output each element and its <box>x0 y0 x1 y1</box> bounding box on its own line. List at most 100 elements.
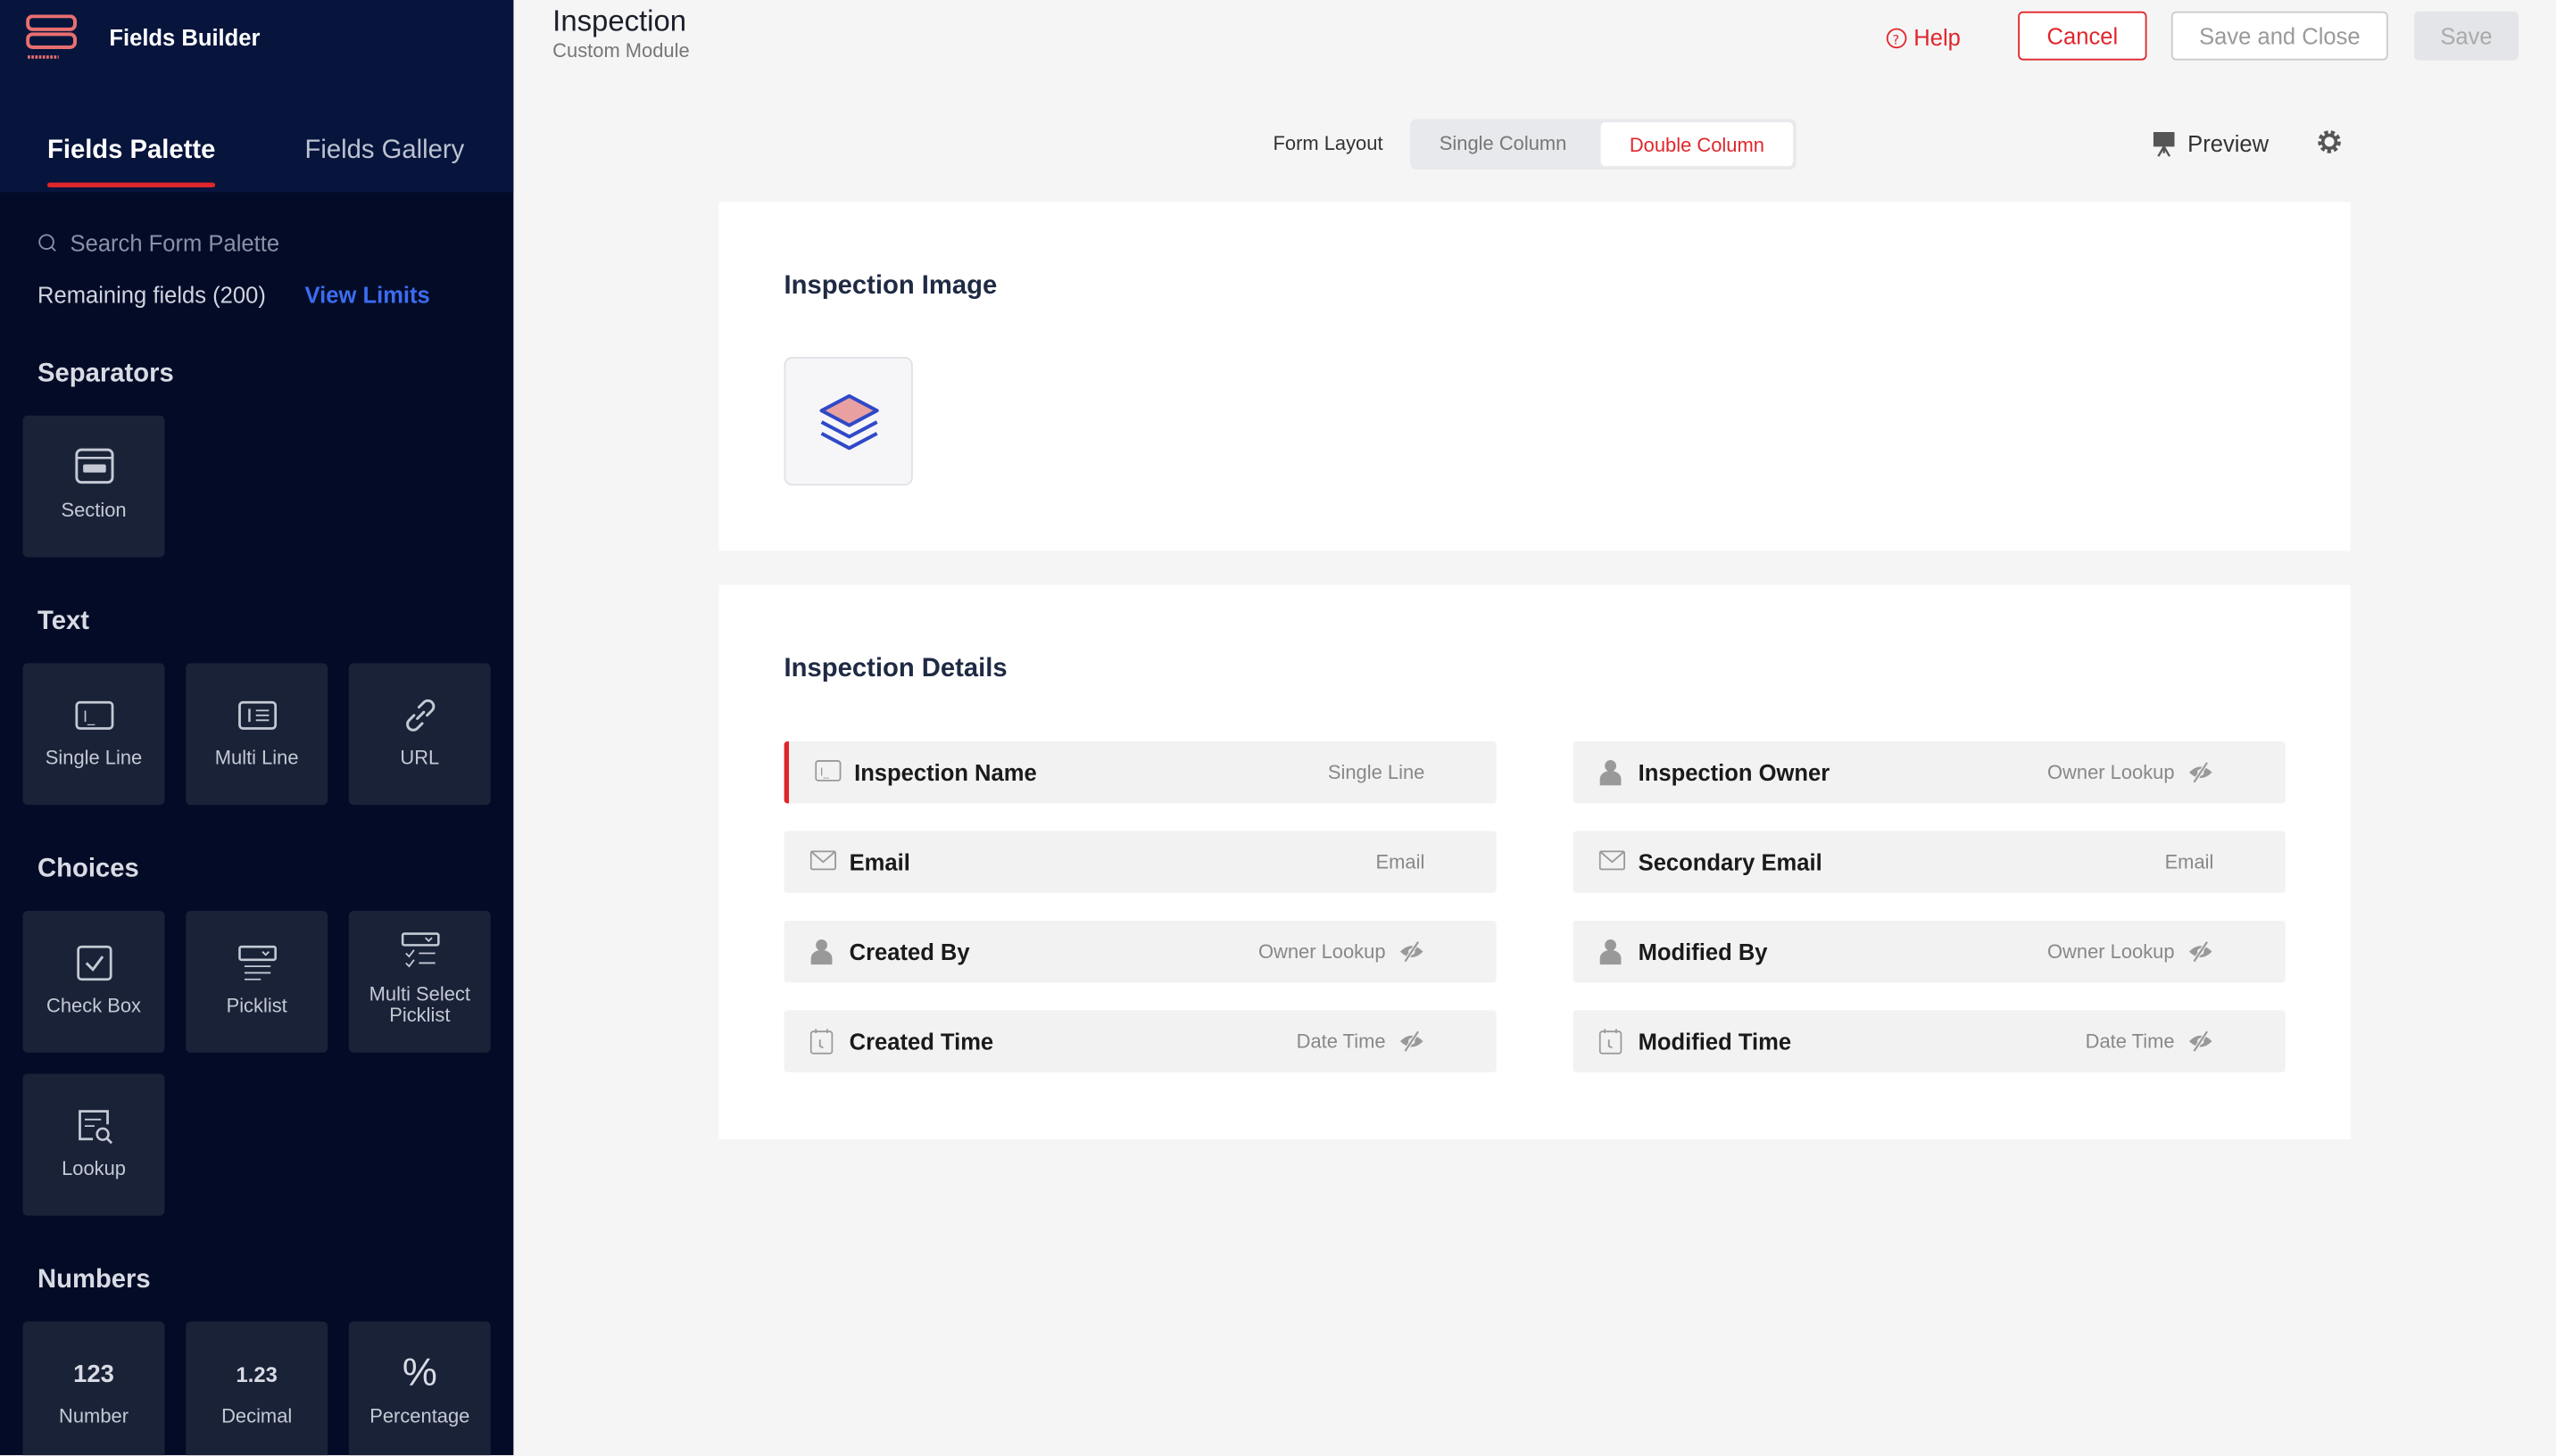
search-input[interactable]: Search Form Palette <box>37 230 279 256</box>
hidden-eye-icon[interactable] <box>2187 940 2213 972</box>
double-column-option[interactable]: Double Column <box>1600 121 1794 167</box>
tile-label: Percentage <box>369 1404 470 1428</box>
tile-lookup[interactable]: Lookup <box>22 1073 165 1216</box>
field-name: Modified Time <box>1638 1028 1792 1055</box>
tile-label: Decimal <box>221 1404 293 1428</box>
lookup-icon <box>78 1110 112 1145</box>
svg-text:I_: I_ <box>82 708 95 726</box>
field-type: Email <box>1375 850 1425 874</box>
field-name: Created Time <box>849 1028 994 1055</box>
form-field[interactable]: Modified Time Date Time <box>1573 1010 2286 1072</box>
image-upload[interactable] <box>784 357 913 486</box>
link-icon <box>405 699 435 732</box>
tile-percentage[interactable]: % Percentage <box>348 1321 491 1456</box>
user-icon <box>810 939 834 972</box>
field-name: Created By <box>849 939 970 965</box>
tile-label: Number <box>59 1404 129 1428</box>
field-name: Email <box>849 848 910 875</box>
user-icon <box>1599 939 1622 972</box>
tile-single-line[interactable]: I_ Single Line <box>22 663 165 806</box>
tile-label: Section <box>61 498 127 522</box>
hidden-eye-icon[interactable] <box>2187 761 2213 792</box>
preview-label: Preview <box>2187 130 2270 157</box>
settings-gear-icon[interactable] <box>2316 128 2342 154</box>
field-name: Secondary Email <box>1638 848 1822 875</box>
picklist-icon <box>237 945 277 980</box>
tab-fields-palette[interactable]: Fields Palette <box>46 136 216 188</box>
save-button[interactable]: Save <box>2414 11 2519 61</box>
tab-fields-gallery[interactable]: Fields Gallery <box>304 136 465 165</box>
tile-section[interactable]: Section <box>22 415 165 558</box>
form-field[interactable]: Modified By Owner Lookup <box>1573 920 2286 983</box>
clock-icon <box>809 1029 834 1063</box>
section-icon <box>74 448 113 484</box>
group-numbers: Numbers <box>37 1266 151 1295</box>
preview-icon <box>2153 131 2175 156</box>
section-inspection-image: Inspection Image <box>718 202 2351 551</box>
field-type: Date Time <box>1296 1030 1386 1053</box>
form-field[interactable]: Inspection Owner Owner Lookup <box>1573 741 2286 804</box>
mail-icon <box>1598 849 1626 879</box>
preview-button[interactable]: Preview <box>2153 130 2270 157</box>
form-layout-label: Form Layout <box>1273 131 1383 155</box>
tile-label: Multi Select Picklist <box>369 982 470 1027</box>
group-choices: Choices <box>37 855 139 883</box>
field-name: Modified By <box>1638 939 1768 965</box>
tile-check-box[interactable]: Check Box <box>22 911 165 1053</box>
tile-number[interactable]: 123 Number <box>22 1321 165 1456</box>
field-type: Email <box>2164 850 2214 874</box>
decimal-icon: 1.23 <box>236 1361 278 1386</box>
sidebar: Fields Builder Fields Palette Fields Gal… <box>0 0 514 1456</box>
field-type: Owner Lookup <box>2046 760 2175 784</box>
fields-builder-logo-icon <box>26 14 78 59</box>
section-inspection-details: Inspection Details I_ Inspection Name Sing… <box>718 584 2351 1139</box>
page-subtitle: Custom Module <box>552 38 690 62</box>
single-line-icon: I_ <box>815 759 842 790</box>
hidden-eye-icon[interactable] <box>1398 940 1424 972</box>
tile-decimal[interactable]: 1.23 Decimal <box>186 1321 328 1456</box>
cancel-button[interactable]: Cancel <box>2018 11 2147 61</box>
section-title: Inspection Details <box>784 655 1008 683</box>
page-title: Inspection <box>552 4 687 38</box>
layers-icon <box>818 393 878 450</box>
user-icon <box>1599 759 1622 793</box>
single-column-option[interactable]: Single Column <box>1439 131 1567 155</box>
tile-label: Check Box <box>46 994 142 1017</box>
tile-label: Single Line <box>45 746 143 770</box>
hidden-eye-icon[interactable] <box>1398 1030 1424 1061</box>
field-type: Single Line <box>1327 760 1425 784</box>
form-field[interactable]: Created Time Date Time <box>784 1010 1497 1072</box>
search-placeholder: Search Form Palette <box>70 229 280 256</box>
svg-text:?: ? <box>1893 31 1900 46</box>
tile-url[interactable]: URL <box>348 663 491 806</box>
form-field[interactable]: Email Email <box>784 831 1497 893</box>
tile-label: Picklist <box>226 994 287 1017</box>
group-text: Text <box>37 608 89 636</box>
remaining-fields: Remaining fields (200) <box>37 281 266 309</box>
form-field[interactable]: I_ Inspection Name Single Line <box>784 741 1497 804</box>
section-title: Inspection Image <box>784 272 998 301</box>
tile-label: URL <box>400 746 440 770</box>
form-field[interactable]: Created By Owner Lookup <box>784 920 1497 983</box>
hidden-eye-icon[interactable] <box>2187 1030 2213 1061</box>
tile-multi-select-picklist[interactable]: Multi Select Picklist <box>348 911 491 1053</box>
save-and-close-button[interactable]: Save and Close <box>2170 11 2388 61</box>
group-separators: Separators <box>37 360 174 388</box>
field-type: Date Time <box>2085 1030 2175 1053</box>
search-icon <box>38 234 56 252</box>
tile-label: Multi Line <box>214 746 299 770</box>
field-type: Owner Lookup <box>2046 939 2175 964</box>
svg-text:I_: I_ <box>820 765 830 779</box>
form-field[interactable]: Secondary Email Email <box>1573 831 2286 893</box>
help-link[interactable]: ? Help <box>1886 24 1961 51</box>
tile-picklist[interactable]: Picklist <box>186 911 328 1053</box>
multi-line-icon <box>237 700 277 730</box>
checkbox-icon <box>76 945 112 981</box>
main-area: Inspection Custom Module ? Help Cancel S… <box>513 0 2556 1455</box>
multi-picklist-icon <box>400 932 439 968</box>
single-line-icon: I_ <box>74 700 113 730</box>
field-name: Inspection Name <box>854 759 1037 786</box>
tile-multi-line[interactable]: Multi Line <box>186 663 328 806</box>
help-icon: ? <box>1886 27 1907 48</box>
view-limits-link[interactable]: View Limits <box>304 281 430 309</box>
